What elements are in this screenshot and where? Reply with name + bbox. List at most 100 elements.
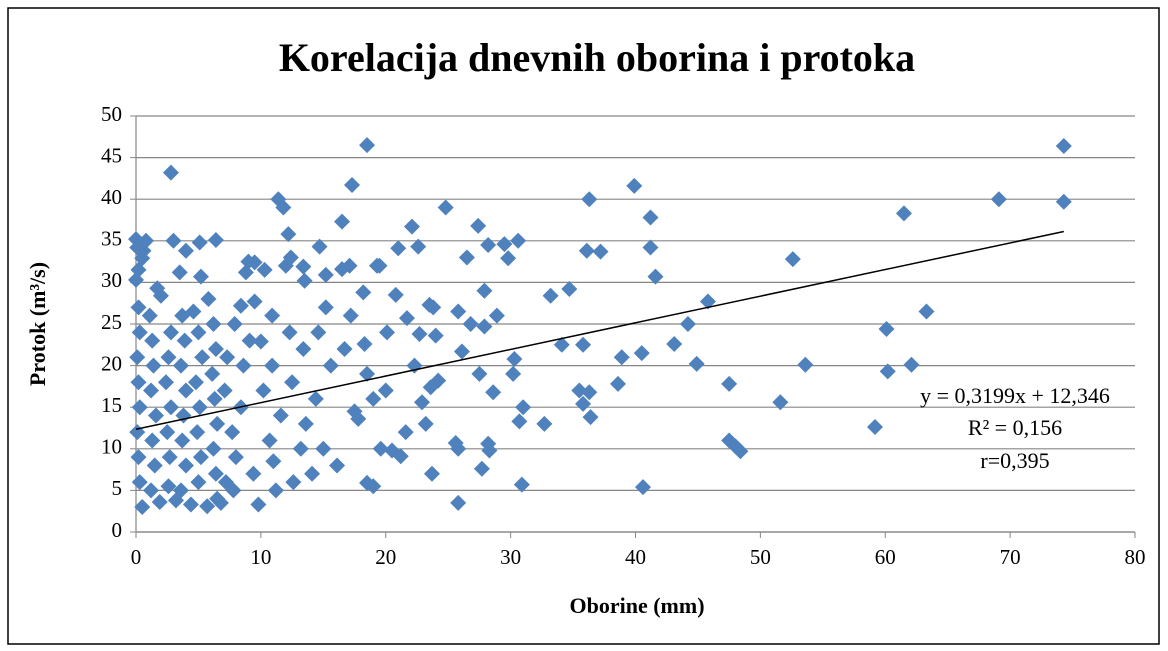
y-tick-label: 25 [101,310,122,334]
point [185,303,202,320]
point [322,357,339,374]
point [261,432,278,449]
point [413,394,430,411]
point [209,415,226,432]
point [204,365,221,382]
point [317,266,334,283]
point [284,374,301,391]
y-tick-label: 40 [101,185,122,209]
point [450,440,467,457]
point [506,350,523,367]
point [536,415,553,432]
point [265,453,282,470]
point [192,268,209,285]
point [410,238,427,255]
x-tick-label: 70 [1000,545,1021,569]
point [430,372,447,389]
y-tick-label: 45 [101,143,122,167]
point [187,374,204,391]
point [191,234,208,251]
point [307,390,324,407]
point [135,242,152,259]
point [336,340,353,357]
point [515,399,532,416]
point [182,496,199,513]
point [171,264,188,281]
point [359,137,376,154]
point [480,236,497,253]
point [398,310,415,327]
y-axis-label: Protok (m³/s) [25,262,50,386]
point [267,482,284,499]
point [194,349,211,366]
point [172,357,189,374]
y-tick-label: 35 [101,227,122,251]
point [131,474,148,491]
point [513,476,530,493]
point [190,324,207,341]
point [190,474,207,491]
point [334,213,351,230]
point [157,374,174,391]
point [721,375,738,392]
point [642,209,659,226]
point [421,296,438,313]
point [610,375,627,392]
point [903,356,920,373]
point [245,465,262,482]
point [450,303,467,320]
point [297,415,314,432]
point [250,496,267,513]
point [177,457,194,474]
point [145,357,162,374]
point [372,440,389,457]
x-tick-label: 30 [500,545,521,569]
point [275,199,292,216]
x-axis-label: Oborine (mm) [569,593,704,618]
point [277,257,294,274]
point [130,299,147,316]
y-tick-label: 50 [101,102,122,126]
point [581,191,598,208]
point [342,307,359,324]
point [134,499,151,516]
x-tick-label: 20 [375,545,396,569]
point [784,251,801,268]
y-tick-label: 30 [101,268,122,292]
point [553,336,570,353]
x-tick-label: 0 [131,545,142,569]
point [918,303,935,320]
point [417,415,434,432]
point [1055,137,1072,154]
point [142,382,159,399]
point [411,325,428,342]
point [256,261,273,278]
point [542,287,559,304]
point [488,307,505,324]
trendline [135,230,1064,431]
point [359,365,376,382]
point [177,382,194,399]
point [199,498,216,515]
point [205,440,222,457]
point [990,191,1007,208]
point [476,282,493,299]
point [252,333,269,350]
point [471,365,488,382]
point [647,268,664,285]
point [496,236,513,253]
point [578,242,595,259]
point [146,457,163,474]
point [571,382,588,399]
point [209,490,226,507]
point [397,424,414,441]
point [246,293,263,310]
point [355,284,372,301]
point [772,394,789,411]
point [879,363,896,380]
point [207,465,224,482]
point [151,494,168,511]
point [561,281,578,298]
